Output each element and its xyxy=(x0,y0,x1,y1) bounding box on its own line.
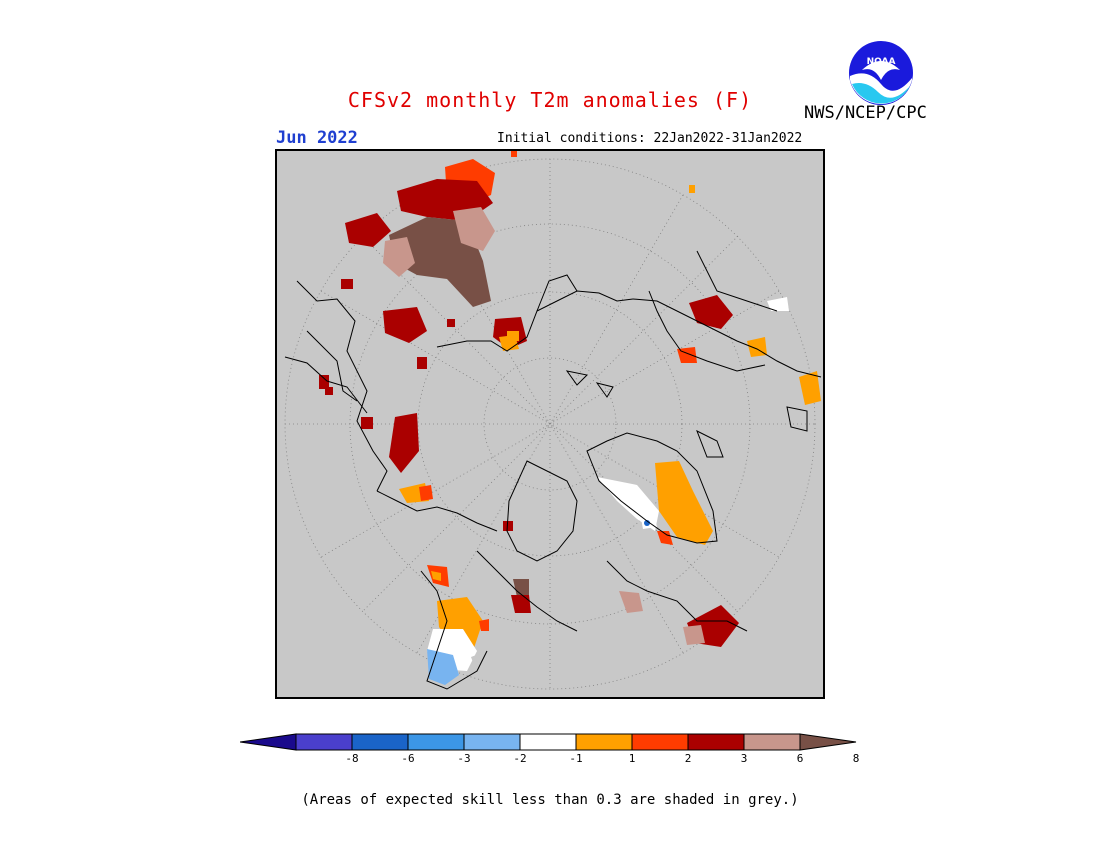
initial-conditions: Initial conditions: 22Jan2022-31Jan2022 xyxy=(497,131,803,146)
colorbar-tick-label: 6 xyxy=(796,752,804,765)
colorbar-tick-label: 3 xyxy=(740,752,748,765)
anomaly-patches xyxy=(319,151,821,685)
colorbar-segment xyxy=(631,733,689,751)
colorbar-segment xyxy=(407,733,465,751)
chart-title: CFSv2 monthly T2m anomalies (F) xyxy=(347,88,753,112)
colorbar-segment xyxy=(240,733,297,751)
agency-label: NWS/NCEP/CPC xyxy=(804,103,927,123)
colorbar-tick-label: -1 xyxy=(569,752,583,765)
colorbar-segment xyxy=(351,733,409,751)
colorbar-segment xyxy=(799,733,857,751)
polar-map xyxy=(284,151,822,690)
colorbar-tick-label: 1 xyxy=(628,752,636,765)
map-panel xyxy=(275,149,825,699)
colorbar-segment xyxy=(575,733,633,751)
colorbar xyxy=(240,733,857,751)
svg-text:NOAA: NOAA xyxy=(867,57,896,67)
forecast-month: Jun 2022 xyxy=(276,128,358,148)
colorbar-segment xyxy=(687,733,745,751)
colorbar-tick-label: -6 xyxy=(401,752,415,765)
colorbar-segment xyxy=(463,733,521,751)
colorbar-segment xyxy=(295,733,353,751)
skill-note: (Areas of expected skill less than 0.3 a… xyxy=(301,792,799,808)
colorbar-tick-label: -3 xyxy=(457,752,471,765)
colorbar-tick-label: 2 xyxy=(684,752,692,765)
colorbar-tick-label: 8 xyxy=(852,752,860,765)
colorbar-tick-label: -2 xyxy=(513,752,527,765)
colorbar-segment xyxy=(519,733,577,751)
graticule xyxy=(284,158,816,690)
coastlines xyxy=(284,250,822,690)
noaa-logo-icon: NOAA xyxy=(849,41,913,105)
colorbar-tick-label: -8 xyxy=(345,752,359,765)
colorbar-segment xyxy=(743,733,801,751)
